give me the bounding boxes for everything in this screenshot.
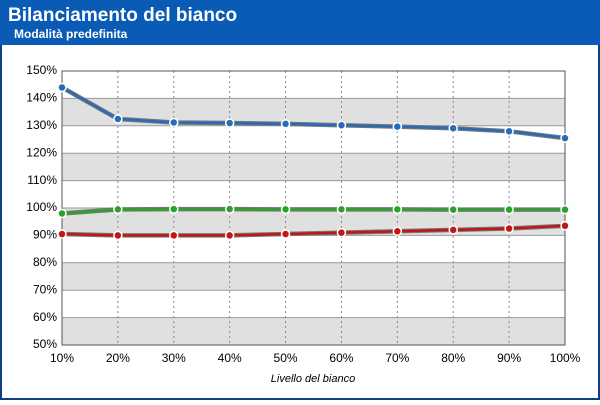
point <box>336 227 347 238</box>
point <box>57 229 67 239</box>
point <box>560 133 570 143</box>
point <box>392 121 403 132</box>
y-tick-label: 90% <box>33 228 57 242</box>
y-tick-label: 70% <box>33 282 57 296</box>
point <box>113 230 123 241</box>
y-tick-label: 120% <box>26 145 57 159</box>
point <box>113 204 123 215</box>
point <box>392 226 403 237</box>
point <box>336 204 347 215</box>
point <box>169 230 179 241</box>
y-tick-label: 60% <box>33 310 57 324</box>
y-tick-label: 130% <box>26 118 57 132</box>
x-tick-label: 40% <box>218 351 242 365</box>
point <box>280 119 291 129</box>
point <box>448 204 458 215</box>
plot: 50% 60% 70% 80% 90% 100% 110% 120% 130% 140% 150% 1… <box>26 63 580 365</box>
y-tick-label: 100% <box>26 200 57 214</box>
chart-subtitle: Modalità predefinita <box>14 27 128 41</box>
x-tick-label: 100% <box>550 351 581 365</box>
x-tick-label: 20% <box>106 351 130 365</box>
series-line-color <box>61 207 565 215</box>
chart-title: Bilanciamento del bianco <box>8 5 237 26</box>
band <box>62 235 565 263</box>
point <box>448 225 458 235</box>
y-tick-label: 50% <box>33 337 57 351</box>
point <box>224 230 235 241</box>
point <box>224 118 235 128</box>
x-tick-label: 30% <box>162 351 186 365</box>
y-tick-label: 150% <box>26 63 57 77</box>
series-line-color <box>61 86 566 140</box>
y-tick-label: 110% <box>27 173 57 187</box>
x-tick-label: 70% <box>385 351 409 365</box>
band <box>62 317 565 345</box>
point <box>57 82 67 93</box>
band <box>62 290 565 318</box>
point <box>504 126 514 137</box>
point <box>169 117 179 128</box>
header <box>0 0 600 45</box>
series-line-color <box>61 224 566 237</box>
band <box>62 262 565 291</box>
x-axis-label: Livello del bianco <box>271 373 355 385</box>
band <box>62 71 565 99</box>
point <box>336 120 347 131</box>
point <box>560 204 570 215</box>
point <box>448 123 458 134</box>
x-tick-label: 80% <box>441 351 465 365</box>
band <box>62 153 565 181</box>
point <box>560 221 570 231</box>
band <box>62 180 565 208</box>
x-tick-label: 90% <box>497 351 521 365</box>
x-tick-label: 50% <box>274 351 298 365</box>
point <box>57 208 67 219</box>
x-tick-label: 10% <box>50 351 74 365</box>
y-tick-label: 80% <box>33 255 57 269</box>
point <box>504 223 514 234</box>
point <box>224 204 235 214</box>
point <box>280 229 291 239</box>
x-tick-label: 60% <box>329 351 353 365</box>
point <box>113 114 123 124</box>
point <box>169 204 179 214</box>
point <box>280 204 291 215</box>
point <box>504 204 514 215</box>
point <box>392 204 403 215</box>
y-tick-label: 140% <box>26 91 57 105</box>
